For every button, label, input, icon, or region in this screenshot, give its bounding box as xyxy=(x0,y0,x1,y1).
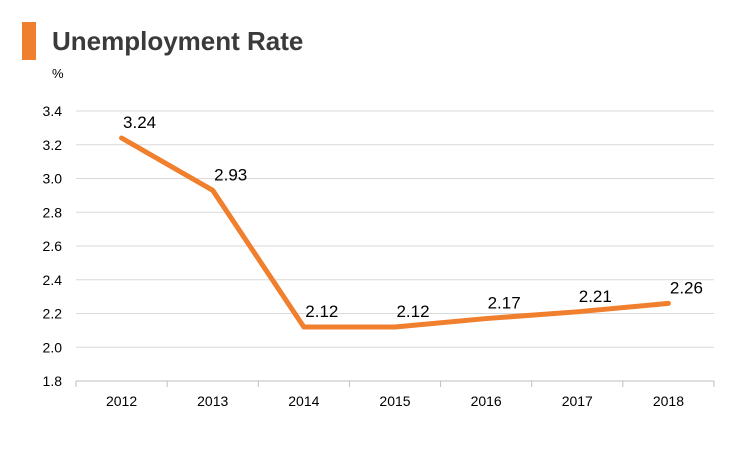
x-axis-ticks: 2012 2013 2014 2015 2016 2017 2018 xyxy=(75,381,715,409)
y-tick-label: 2.2 xyxy=(43,306,63,322)
y-tick-label: 2.8 xyxy=(43,204,63,220)
y-tick-label: 3.0 xyxy=(43,171,63,187)
data-label: 2.12 xyxy=(305,302,338,321)
data-label: 2.12 xyxy=(396,302,429,321)
y-tick-label: 2.4 xyxy=(43,272,63,288)
gridlines xyxy=(76,110,714,348)
y-axis-unit-label: % xyxy=(52,66,64,81)
data-label: 2.17 xyxy=(488,294,521,313)
y-tick-label: 1.8 xyxy=(43,373,63,389)
x-tick-label: 2018 xyxy=(653,393,684,409)
data-labels: 3.24 2.93 2.12 2.12 2.17 2.21 2.26 xyxy=(123,113,703,321)
x-tick-label: 2015 xyxy=(379,393,410,409)
data-label: 2.93 xyxy=(214,165,247,184)
x-tick-label: 2013 xyxy=(197,393,228,409)
x-tick-label: 2016 xyxy=(471,393,502,409)
y-tick-label: 2.0 xyxy=(43,339,63,355)
chart-title: Unemployment Rate xyxy=(52,26,304,56)
data-label: 2.26 xyxy=(670,278,703,297)
y-tick-label: 2.6 xyxy=(43,238,63,254)
y-axis-ticks: 1.8 2.0 2.2 2.4 2.6 2.8 3.0 3.2 3.4 xyxy=(43,103,63,389)
x-tick-label: 2014 xyxy=(288,393,319,409)
data-label: 3.24 xyxy=(123,113,156,132)
data-label: 2.21 xyxy=(579,287,612,306)
x-tick-label: 2012 xyxy=(106,393,137,409)
series-line xyxy=(119,135,671,330)
title-accent-bar xyxy=(22,22,36,60)
x-tick-label: 2017 xyxy=(562,393,593,409)
y-tick-label: 3.4 xyxy=(43,103,63,119)
y-tick-label: 3.2 xyxy=(43,137,63,153)
